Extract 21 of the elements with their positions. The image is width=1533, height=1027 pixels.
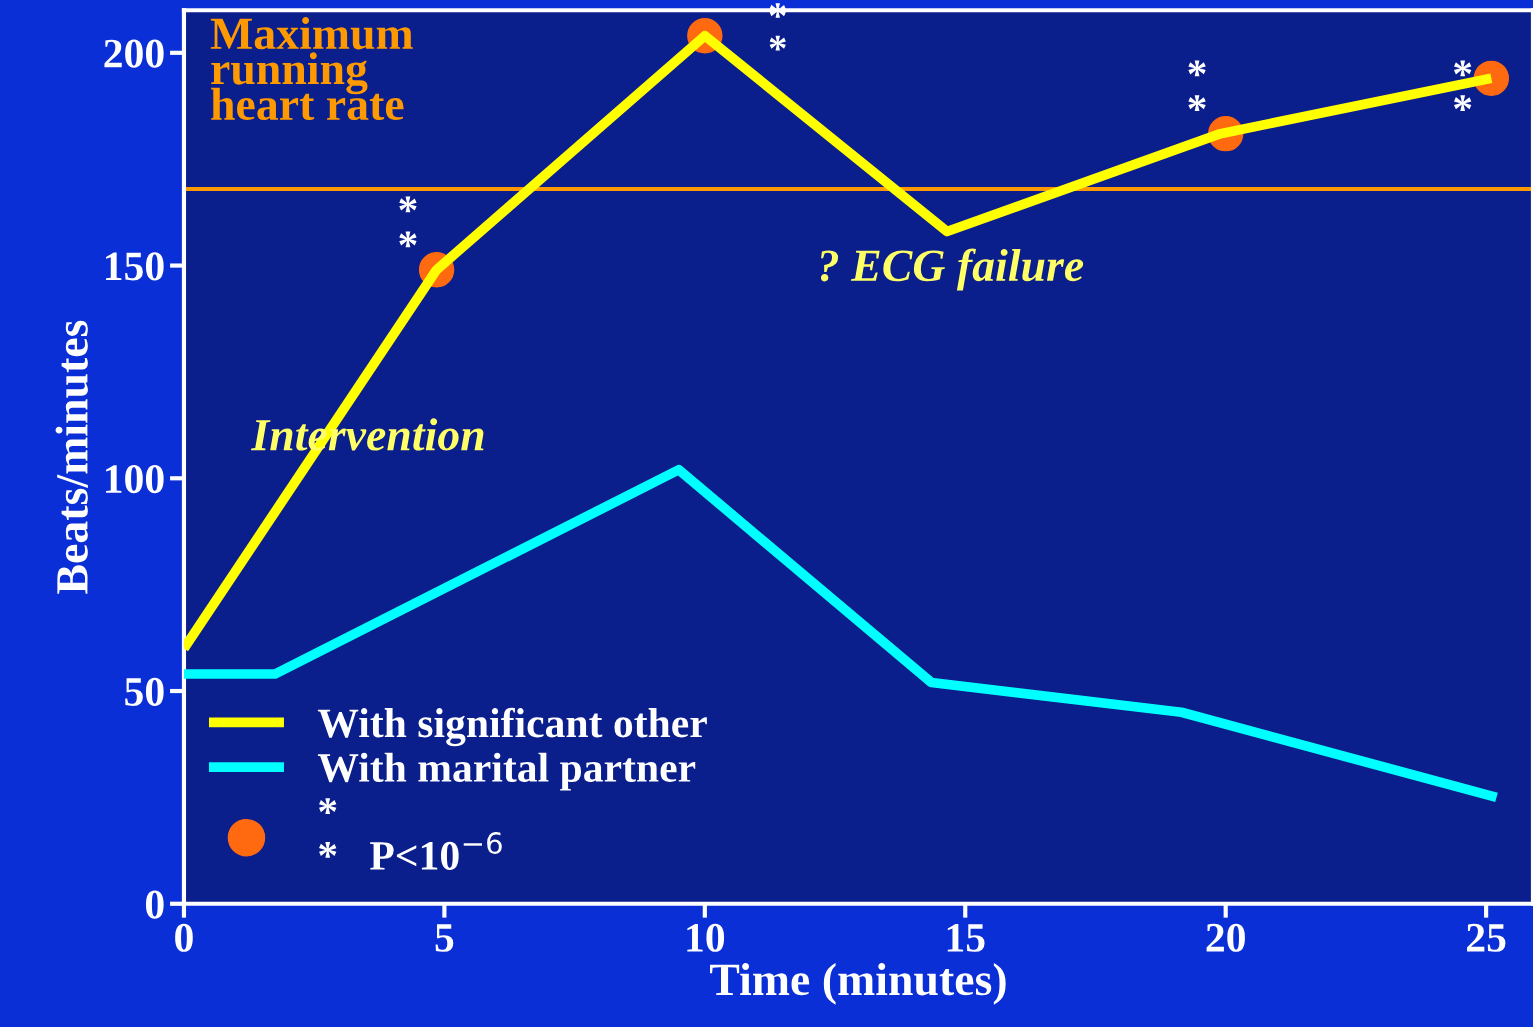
ref-line-label: Maximum running heart rate	[210, 17, 413, 121]
x-tick-label: 5	[435, 924, 454, 952]
y-tick-label: 100	[106, 465, 164, 494]
y-tick-label: 200	[104, 39, 164, 68]
x-tick-label: 10	[687, 923, 725, 952]
annotation: * *	[1188, 60, 1206, 112]
legend-label: * * P<10$^{−6}$	[319, 798, 502, 870]
x-axis-title: Time (minutes)	[710, 963, 1006, 1005]
legend-label: With marital partner	[317, 752, 696, 791]
y-tick-label: 0	[145, 890, 164, 919]
y-tick-label: 150	[106, 252, 164, 281]
x-tick-label: 0	[175, 923, 193, 952]
annotation: * *	[399, 196, 417, 248]
x-tick-label: 15	[947, 923, 985, 952]
legend-label: With significant other	[317, 707, 707, 747]
annotation: * *	[1454, 60, 1472, 112]
y-axis-title: Beats/minutes	[55, 320, 88, 594]
y-tick-label: 50	[125, 677, 164, 706]
annotation: ? ECG failure	[820, 248, 1084, 291]
x-tick-label: 20	[1206, 923, 1245, 952]
x-tick-label: 25	[1467, 923, 1506, 952]
